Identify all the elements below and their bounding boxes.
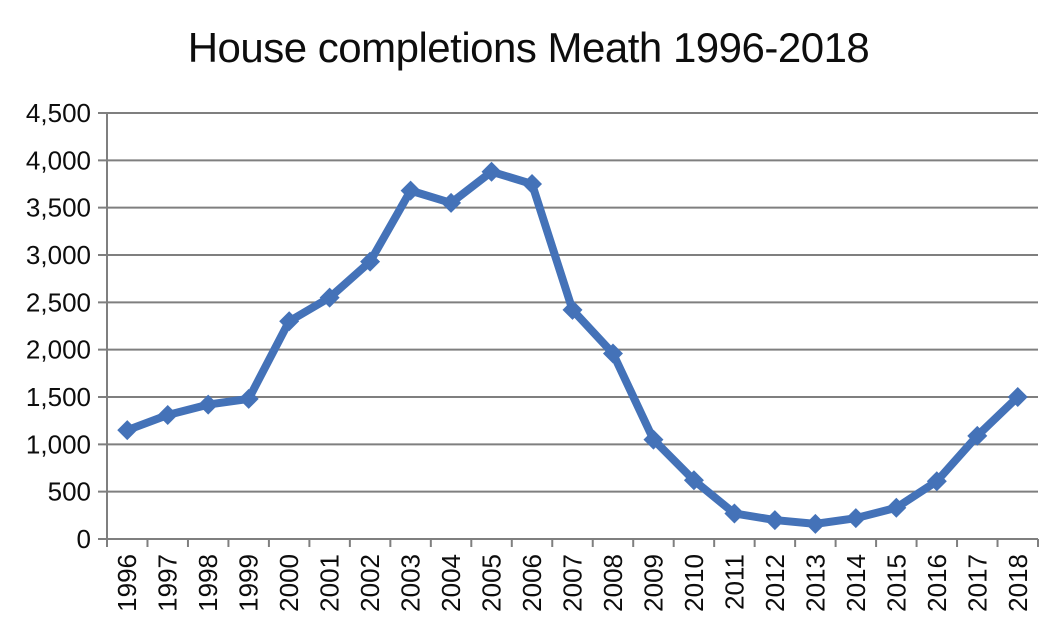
x-tick-label: 2018 <box>1003 554 1033 612</box>
x-tick-label: 2008 <box>598 554 628 612</box>
data-point-marker <box>279 311 300 332</box>
x-tick-label: 2001 <box>315 554 345 612</box>
x-tick-label: 1999 <box>234 554 264 612</box>
y-tick-label: 4,500 <box>26 98 91 128</box>
axes <box>106 113 1039 547</box>
data-point-marker <box>441 192 462 213</box>
x-tick-label: 2015 <box>881 554 911 612</box>
data-point-marker <box>764 510 785 531</box>
data-point-marker <box>845 508 866 529</box>
data-point-marker <box>238 388 259 409</box>
y-tick-label: 2,500 <box>26 287 91 317</box>
y-axis-labels: 0 500 1,000 1,500 2,000 2,500 3,000 3,500 4,000 4… <box>26 98 91 554</box>
y-tick-label: 3,500 <box>26 193 91 223</box>
y-tick-label: 2,000 <box>26 335 91 365</box>
x-axis-labels: 1996 1997 1998 1999 2000 2001 2002 2003 2004 2005… <box>112 554 1033 612</box>
chart-title: House completions Meath 1996-2018 <box>187 24 870 71</box>
x-tick-label: 1997 <box>153 554 183 612</box>
data-line <box>123 167 1022 528</box>
x-tick-label: 2005 <box>477 554 507 612</box>
gridlines <box>98 112 1038 540</box>
x-tick-label: 2002 <box>355 554 385 612</box>
x-tick-label: 2011 <box>719 554 749 610</box>
y-tick-label: 4,000 <box>26 145 91 175</box>
data-point-marker <box>805 513 826 534</box>
y-tick-label: 500 <box>48 477 91 507</box>
data-point-marker <box>198 394 219 415</box>
x-tick-label: 2010 <box>679 554 709 612</box>
data-point-marker <box>319 287 340 308</box>
x-tick-label: 1996 <box>112 554 142 612</box>
x-tick-label: 2016 <box>922 554 952 612</box>
x-tick-label: 2009 <box>638 554 668 612</box>
x-tick-label: 2017 <box>962 554 992 612</box>
y-tick-label: 0 <box>77 524 91 554</box>
x-tick-label: 2004 <box>436 554 466 612</box>
y-tick-label: 1,000 <box>26 429 91 459</box>
data-point-marker <box>522 174 543 194</box>
data-point-marker <box>400 180 421 201</box>
x-tick-label: 2012 <box>760 554 790 612</box>
data-point-marker <box>481 161 502 182</box>
y-tick-label: 3,000 <box>26 240 91 270</box>
data-point-marker <box>360 251 381 272</box>
x-tick-label: 2000 <box>274 554 304 612</box>
x-tick-label: 2014 <box>841 554 871 612</box>
x-tick-label: 2006 <box>517 554 547 612</box>
data-point-marker <box>117 420 138 441</box>
data-series <box>117 161 1028 534</box>
x-tick-label: 1998 <box>193 554 223 612</box>
data-point-marker <box>157 404 178 425</box>
x-tick-label: 2013 <box>800 554 830 612</box>
x-tick-label: 2003 <box>396 554 426 612</box>
x-tick-label: 2007 <box>558 554 588 612</box>
y-tick-label: 1,500 <box>26 382 91 412</box>
